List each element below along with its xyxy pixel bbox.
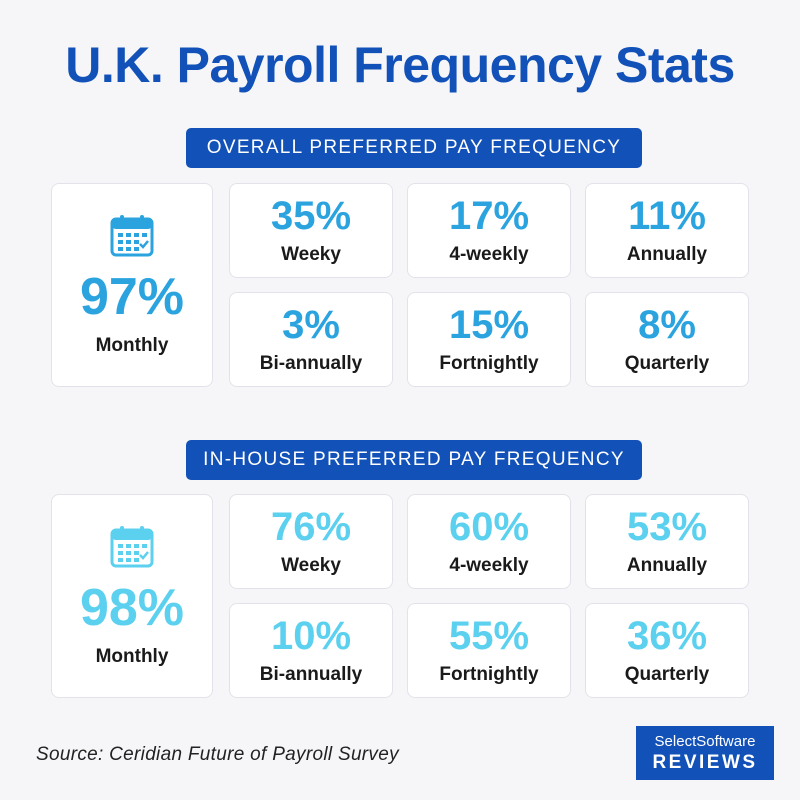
stat-label: Weeky xyxy=(281,243,341,265)
stat-label: Bi-annually xyxy=(259,663,363,685)
stat-label: 4-weekly xyxy=(449,243,529,265)
page-title: U.K. Payroll Frequency Stats xyxy=(65,37,735,93)
inhouse-monthly-value: 98% xyxy=(79,579,185,637)
inhouse-monthly-label: Monthly xyxy=(95,646,169,667)
stat-value: 10% xyxy=(270,613,352,658)
stat-value: 8% xyxy=(638,302,696,347)
overall-weekly-card: 35% Weeky xyxy=(229,183,393,278)
inhouse-weekly-card: 76% Weeky xyxy=(229,494,393,589)
overall-monthly-value: 97% xyxy=(79,268,185,326)
inhouse-biannually-card: 10% Bi-annually xyxy=(229,603,393,698)
calendar-icon xyxy=(110,215,154,257)
inhouse-monthly-card: 98% Monthly xyxy=(51,494,213,698)
stat-label: Weeky xyxy=(281,554,341,576)
overall-quarterly-card: 8% Quarterly xyxy=(585,292,749,387)
stat-label: Bi-annually xyxy=(259,352,363,374)
stat-value: 55% xyxy=(448,613,530,658)
stat-value: 35% xyxy=(270,193,352,238)
inhouse-section-heading: IN-HOUSE PREFERRED PAY FREQUENCY xyxy=(186,440,642,480)
stat-value: 3% xyxy=(282,302,340,347)
stat-label: Fortnightly xyxy=(439,352,539,374)
stat-value: 36% xyxy=(626,613,708,658)
stat-label: Quarterly xyxy=(624,663,710,685)
inhouse-annually-card: 53% Annually xyxy=(585,494,749,589)
selectsoftware-logo: SelectSoftware REVIEWS xyxy=(636,726,774,780)
inhouse-quarterly-card: 36% Quarterly xyxy=(585,603,749,698)
stat-value: 15% xyxy=(448,302,530,347)
stat-label: Quarterly xyxy=(624,352,710,374)
stat-label: Annually xyxy=(626,554,708,576)
stat-label: 4-weekly xyxy=(449,554,529,576)
stat-label: Annually xyxy=(626,243,708,265)
inhouse-fortnightly-card: 55% Fortnightly xyxy=(407,603,571,698)
logo-line2: REVIEWS xyxy=(652,751,758,773)
source-note: Source: Ceridian Future of Payroll Surve… xyxy=(36,744,399,765)
stat-value: 17% xyxy=(448,193,530,238)
inhouse-4weekly-card: 60% 4-weekly xyxy=(407,494,571,589)
overall-4weekly-card: 17% 4-weekly xyxy=(407,183,571,278)
stat-value: 11% xyxy=(628,193,706,238)
overall-biannually-card: 3% Bi-annually xyxy=(229,292,393,387)
stat-label: Fortnightly xyxy=(439,663,539,685)
overall-monthly-label: Monthly xyxy=(95,335,169,356)
logo-line1: SelectSoftware xyxy=(654,732,756,750)
stat-value: 60% xyxy=(448,504,530,549)
overall-monthly-card: 97% Monthly xyxy=(51,183,213,387)
calendar-icon xyxy=(110,526,154,568)
overall-fortnightly-card: 15% Fortnightly xyxy=(407,292,571,387)
overall-annually-card: 11% Annually xyxy=(585,183,749,278)
stat-value: 53% xyxy=(626,504,708,549)
overall-section-heading: OVERALL PREFERRED PAY FREQUENCY xyxy=(186,128,642,168)
stat-value: 76% xyxy=(270,504,352,549)
